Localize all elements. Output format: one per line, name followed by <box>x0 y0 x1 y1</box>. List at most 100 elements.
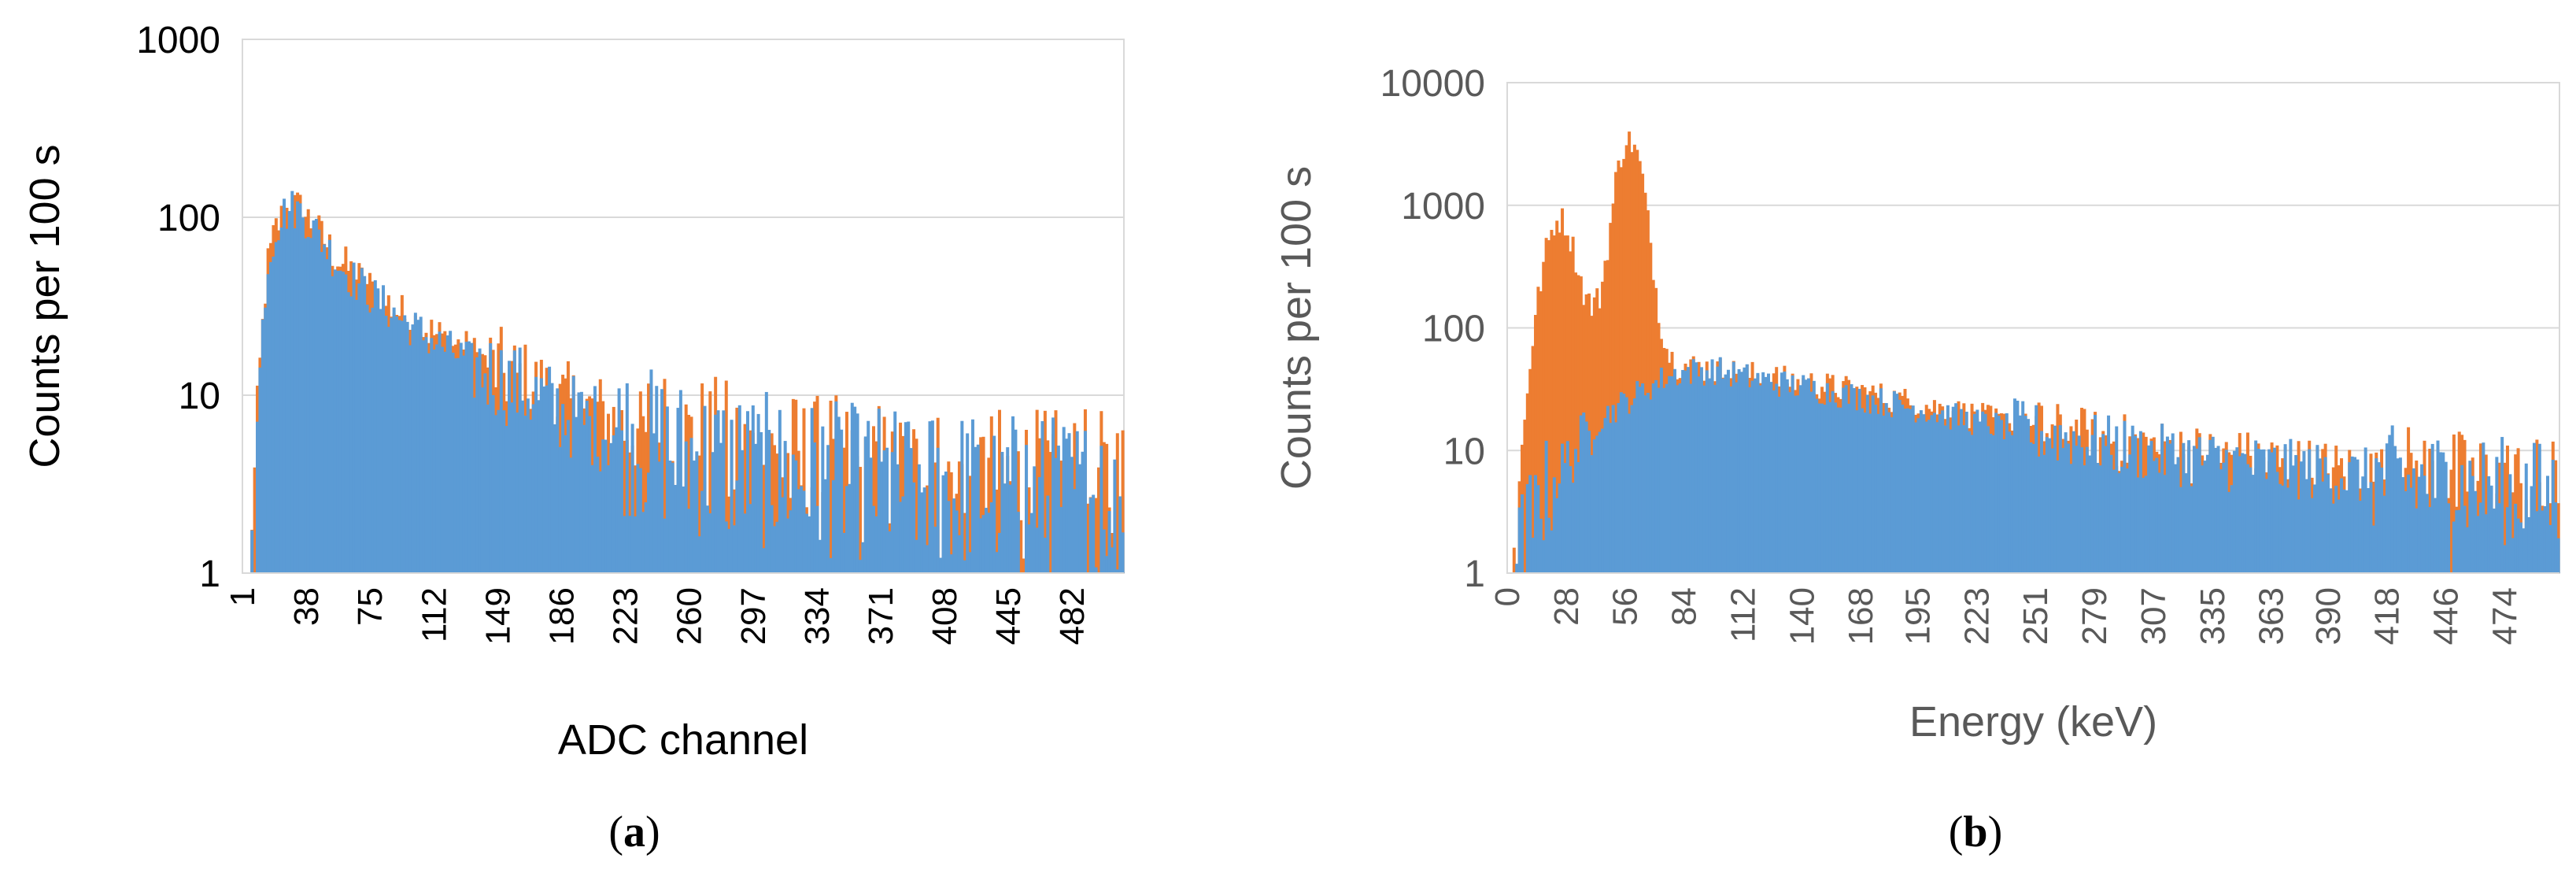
bar-1-1-274 <box>2241 453 2245 573</box>
bar-1-1-385 <box>2537 443 2541 573</box>
bar-0-1-27 <box>314 218 318 573</box>
bar-0-1-39 <box>346 292 350 573</box>
bar-0-1-212 <box>810 408 814 573</box>
bar-1-1-213 <box>2077 435 2081 573</box>
bar-1-1-347 <box>2436 440 2440 573</box>
bar-0-1-134 <box>601 439 605 573</box>
bar-1-1-358 <box>2465 527 2469 573</box>
bar-1-1-235 <box>2136 477 2140 573</box>
bar-1-1-284 <box>2267 449 2271 573</box>
bar-1-1-282 <box>2262 449 2266 573</box>
bar-1-1-93 <box>1756 372 1760 573</box>
bar-0-1-234 <box>869 457 873 573</box>
bar-1-1-371 <box>2500 437 2504 573</box>
bar-1-1-194 <box>2026 419 2030 573</box>
bar-1-1-16 <box>1550 530 1554 573</box>
bar-0-1-181 <box>727 528 731 573</box>
bar-0-1-278 <box>987 512 991 573</box>
bar-1-1-170 <box>1962 425 1966 573</box>
bar-1-1-335 <box>2404 490 2408 573</box>
bar-0-1-94 <box>494 415 497 573</box>
bar-1-1-143 <box>1890 417 1894 573</box>
x-tick-label: 28 <box>1547 587 1586 626</box>
bar-0-1-15 <box>283 198 286 573</box>
bar-0-0-290 <box>1019 520 1023 573</box>
bar-0-1-115 <box>550 383 554 573</box>
bar-1-1-63 <box>1676 385 1680 573</box>
bar-1-1-59 <box>1665 383 1669 573</box>
bar-1-1-8 <box>1528 475 1532 573</box>
bar-1-1-174 <box>1972 413 1976 573</box>
bar-1-1-240 <box>2149 441 2153 573</box>
bar-1-1-201 <box>2045 437 2049 573</box>
bar-1-1-87 <box>1739 372 1743 573</box>
bar-0-1-89 <box>480 387 484 573</box>
bar-0-1-155 <box>657 461 661 573</box>
bar-0-1-318 <box>1094 567 1098 573</box>
bar-1-1-151 <box>1911 405 1915 573</box>
bar-0-1-32 <box>327 239 331 573</box>
bar-1-0-45 <box>1628 131 1632 573</box>
bar-1-1-27 <box>1579 415 1583 573</box>
x-tick-label: 371 <box>862 587 900 645</box>
bar-1-0-21 <box>1563 235 1567 573</box>
bar-1-0-18 <box>1555 220 1559 573</box>
bar-1-1-97 <box>1767 373 1770 573</box>
bar-0-1-203 <box>786 518 790 573</box>
bar-0-1-76 <box>445 335 449 573</box>
bar-0-1-123 <box>571 376 575 573</box>
bar-1-1-116 <box>1817 403 1821 573</box>
bar-1-1-162 <box>1941 410 1945 573</box>
bar-1-0-42 <box>1619 167 1623 574</box>
bar-1-1-9 <box>1531 538 1535 573</box>
bar-1-1-269 <box>2227 491 2231 573</box>
bar-1-1-172 <box>1968 431 1972 573</box>
bar-0-1-37 <box>341 272 345 573</box>
bar-1-1-367 <box>2489 485 2493 573</box>
bar-1-1-28 <box>1582 413 1586 573</box>
bar-0-1-183 <box>732 525 736 573</box>
bar-0-0-319 <box>1096 467 1100 573</box>
bar-1-1-117 <box>1820 403 1824 573</box>
x-tick-label: 84 <box>1665 587 1704 626</box>
bar-0-1-253 <box>920 492 924 573</box>
bar-0-1-254 <box>922 487 926 573</box>
bar-0-1-129 <box>588 416 592 573</box>
bar-0-1-230 <box>858 560 862 573</box>
x-tick-label: 408 <box>926 587 964 645</box>
bar-1-1-41 <box>1617 402 1621 573</box>
bar-0-1-85 <box>470 342 474 573</box>
bar-1-1-359 <box>2468 461 2472 573</box>
x-tick-label: 334 <box>798 587 837 645</box>
bar-0-1-5 <box>256 421 260 573</box>
bar-0-1-241 <box>888 531 892 573</box>
bar-0-1-243 <box>893 411 897 573</box>
bar-1-1-46 <box>1630 405 1634 573</box>
y-tick-label: 10 <box>1443 431 1485 472</box>
bar-0-1-31 <box>325 259 329 573</box>
bar-0-1-211 <box>808 516 811 573</box>
bar-0-1-299 <box>1043 538 1047 573</box>
bar-1-1-370 <box>2497 503 2501 573</box>
bar-1-1-381 <box>2527 516 2531 573</box>
bar-1-1-388 <box>2545 475 2549 573</box>
bar-1-1-293 <box>2291 465 2295 573</box>
bar-1-1-71 <box>1697 376 1701 573</box>
bar-1-1-33 <box>1595 435 1599 573</box>
bar-0-1-156 <box>660 389 664 573</box>
bar-0-1-161 <box>674 484 678 573</box>
bar-0-1-307 <box>1065 438 1069 573</box>
bar-1-1-315 <box>2350 456 2354 573</box>
bar-1-1-126 <box>1844 385 1848 573</box>
bar-1-1-244 <box>2160 424 2164 573</box>
bar-0-1-47 <box>368 312 371 573</box>
bar-0-1-297 <box>1038 477 1042 573</box>
x-tick-label: 186 <box>543 587 582 645</box>
bar-1-1-10 <box>1534 475 1538 573</box>
bar-0-1-7 <box>261 319 264 573</box>
bar-1-0-13 <box>1542 261 1546 573</box>
bar-1-1-319 <box>2361 476 2365 573</box>
bar-1-1-167 <box>1954 403 1958 573</box>
bar-0-1-66 <box>419 316 423 573</box>
bar-0-1-324 <box>1110 547 1114 573</box>
